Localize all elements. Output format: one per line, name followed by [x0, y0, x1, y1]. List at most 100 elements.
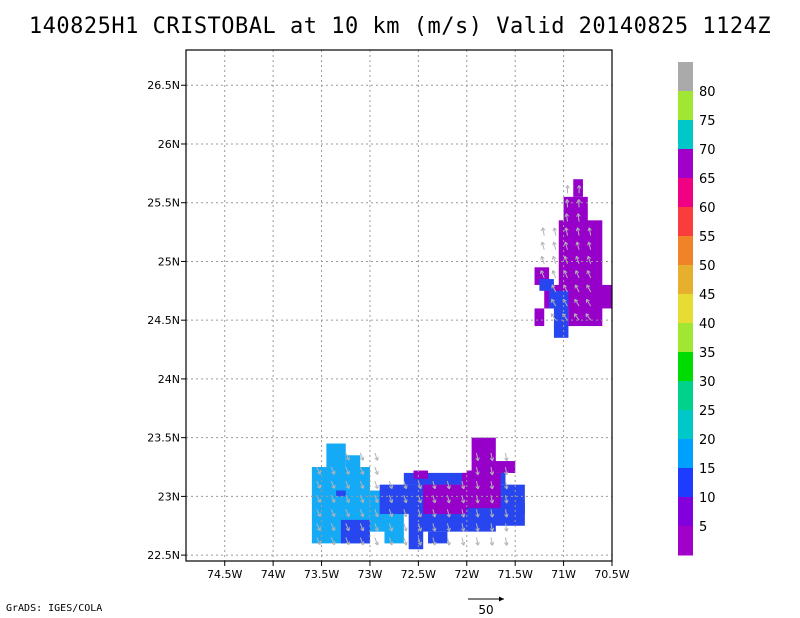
wind-vector — [564, 199, 570, 208]
wind-vector — [576, 185, 582, 194]
wind-cell — [428, 531, 448, 544]
reference-vector-label: 50 — [478, 603, 493, 617]
colorbar-segment — [678, 294, 693, 324]
wind-vector — [374, 452, 379, 461]
wind-vector — [316, 537, 322, 546]
wind-vector — [551, 284, 557, 293]
wind-vector — [489, 481, 495, 490]
wind-vector — [552, 241, 557, 250]
colorbar-label: 50 — [699, 259, 716, 274]
colorbar-label: 20 — [699, 433, 716, 448]
wind-vector — [574, 298, 580, 307]
colorbar-label: 55 — [699, 230, 716, 245]
wind-vector — [575, 227, 581, 236]
wind-vector — [504, 495, 509, 504]
colorbar-label: 10 — [699, 491, 716, 506]
colorbar-label: 40 — [699, 317, 716, 332]
x-tick-label: 71W — [551, 568, 576, 581]
wind-cell — [403, 472, 506, 485]
wind-vector — [551, 255, 557, 264]
wind-vector — [587, 241, 592, 250]
wind-vector — [316, 523, 322, 532]
wind-vector — [374, 480, 379, 489]
wind-cell — [336, 490, 346, 497]
colorbar-segment — [678, 120, 693, 150]
wind-vector — [388, 537, 394, 546]
colorbar-label: 5 — [699, 520, 707, 535]
wind-cell — [490, 461, 516, 473]
colorbar-segment — [678, 381, 693, 411]
wind-vector — [432, 509, 437, 518]
wind-vector — [388, 495, 394, 504]
wind-vector — [374, 523, 379, 532]
wind-vector — [541, 227, 546, 236]
wind-vector — [330, 466, 336, 475]
wind-vector — [432, 480, 437, 490]
wind-vector — [446, 509, 451, 518]
wind-vector — [540, 255, 545, 264]
wind-vector — [345, 509, 350, 518]
colorbar-label: 35 — [699, 346, 716, 361]
wind-cell — [326, 443, 346, 468]
wind-vector — [374, 495, 379, 504]
wind-vector — [460, 481, 466, 490]
x-tick-label: 70.5W — [594, 568, 629, 581]
wind-vector — [552, 227, 558, 236]
colorbar-segment — [678, 410, 693, 440]
wind-vector — [345, 537, 350, 546]
wind-cell — [553, 308, 569, 338]
wind-vector — [460, 509, 466, 518]
wind-vector — [489, 466, 495, 476]
colorbar-label: 45 — [699, 288, 716, 303]
colorbar-segment — [678, 497, 693, 527]
wind-vector — [345, 466, 350, 475]
wind-vector — [359, 495, 365, 504]
colorbar-label: 30 — [699, 375, 716, 390]
x-tick-label: 74.5W — [207, 568, 242, 581]
wind-vector — [460, 523, 466, 532]
wind-vector — [489, 537, 495, 546]
wind-vector — [432, 537, 437, 546]
wind-vector — [417, 523, 423, 532]
wind-vector — [551, 270, 557, 279]
y-tick-label: 25N — [158, 255, 180, 268]
colorbar-label: 25 — [699, 404, 716, 419]
wind-vector — [374, 537, 379, 546]
wind-vector — [563, 270, 568, 279]
wind-vector — [551, 298, 557, 307]
wind-vector — [586, 270, 592, 279]
wind-vector — [403, 480, 408, 490]
wind-cell — [423, 484, 467, 515]
wind-vector — [432, 523, 437, 532]
wind-cell — [466, 470, 477, 479]
wind-vector — [475, 481, 480, 490]
colorbar-segment — [678, 265, 693, 295]
wind-vector — [585, 298, 592, 307]
wind-vector — [345, 523, 350, 532]
wind-vector — [345, 452, 350, 461]
colorbar-segment — [678, 526, 693, 556]
credit-label: GrADS: IGES/COLA — [6, 603, 103, 614]
wind-vector — [330, 537, 336, 546]
colorbar-segment — [678, 236, 693, 266]
wind-vector — [475, 452, 480, 462]
x-tick-label: 71.5W — [497, 568, 532, 581]
x-tick-label: 73W — [358, 568, 383, 581]
wind-vector — [563, 255, 568, 264]
colorbar: 5 10 15 20 25 30 35 40 45 50 55 60 65 70 75 80 — [678, 62, 716, 556]
wind-vector — [374, 509, 379, 518]
wind-swath-layer — [311, 179, 612, 550]
wind-vector — [587, 227, 592, 236]
x-tick-label: 72W — [454, 568, 479, 581]
wind-vector — [585, 313, 592, 321]
wind-vector — [475, 537, 480, 546]
y-tick-label: 22.5N — [147, 549, 180, 562]
colorbar-label: 75 — [699, 114, 716, 129]
wind-cell — [413, 470, 429, 479]
y-tick-label: 25.5N — [147, 197, 180, 210]
wind-vector — [330, 509, 336, 517]
wind-vector — [586, 255, 592, 264]
wind-vector — [359, 537, 365, 546]
colorbar-segment — [678, 207, 693, 237]
